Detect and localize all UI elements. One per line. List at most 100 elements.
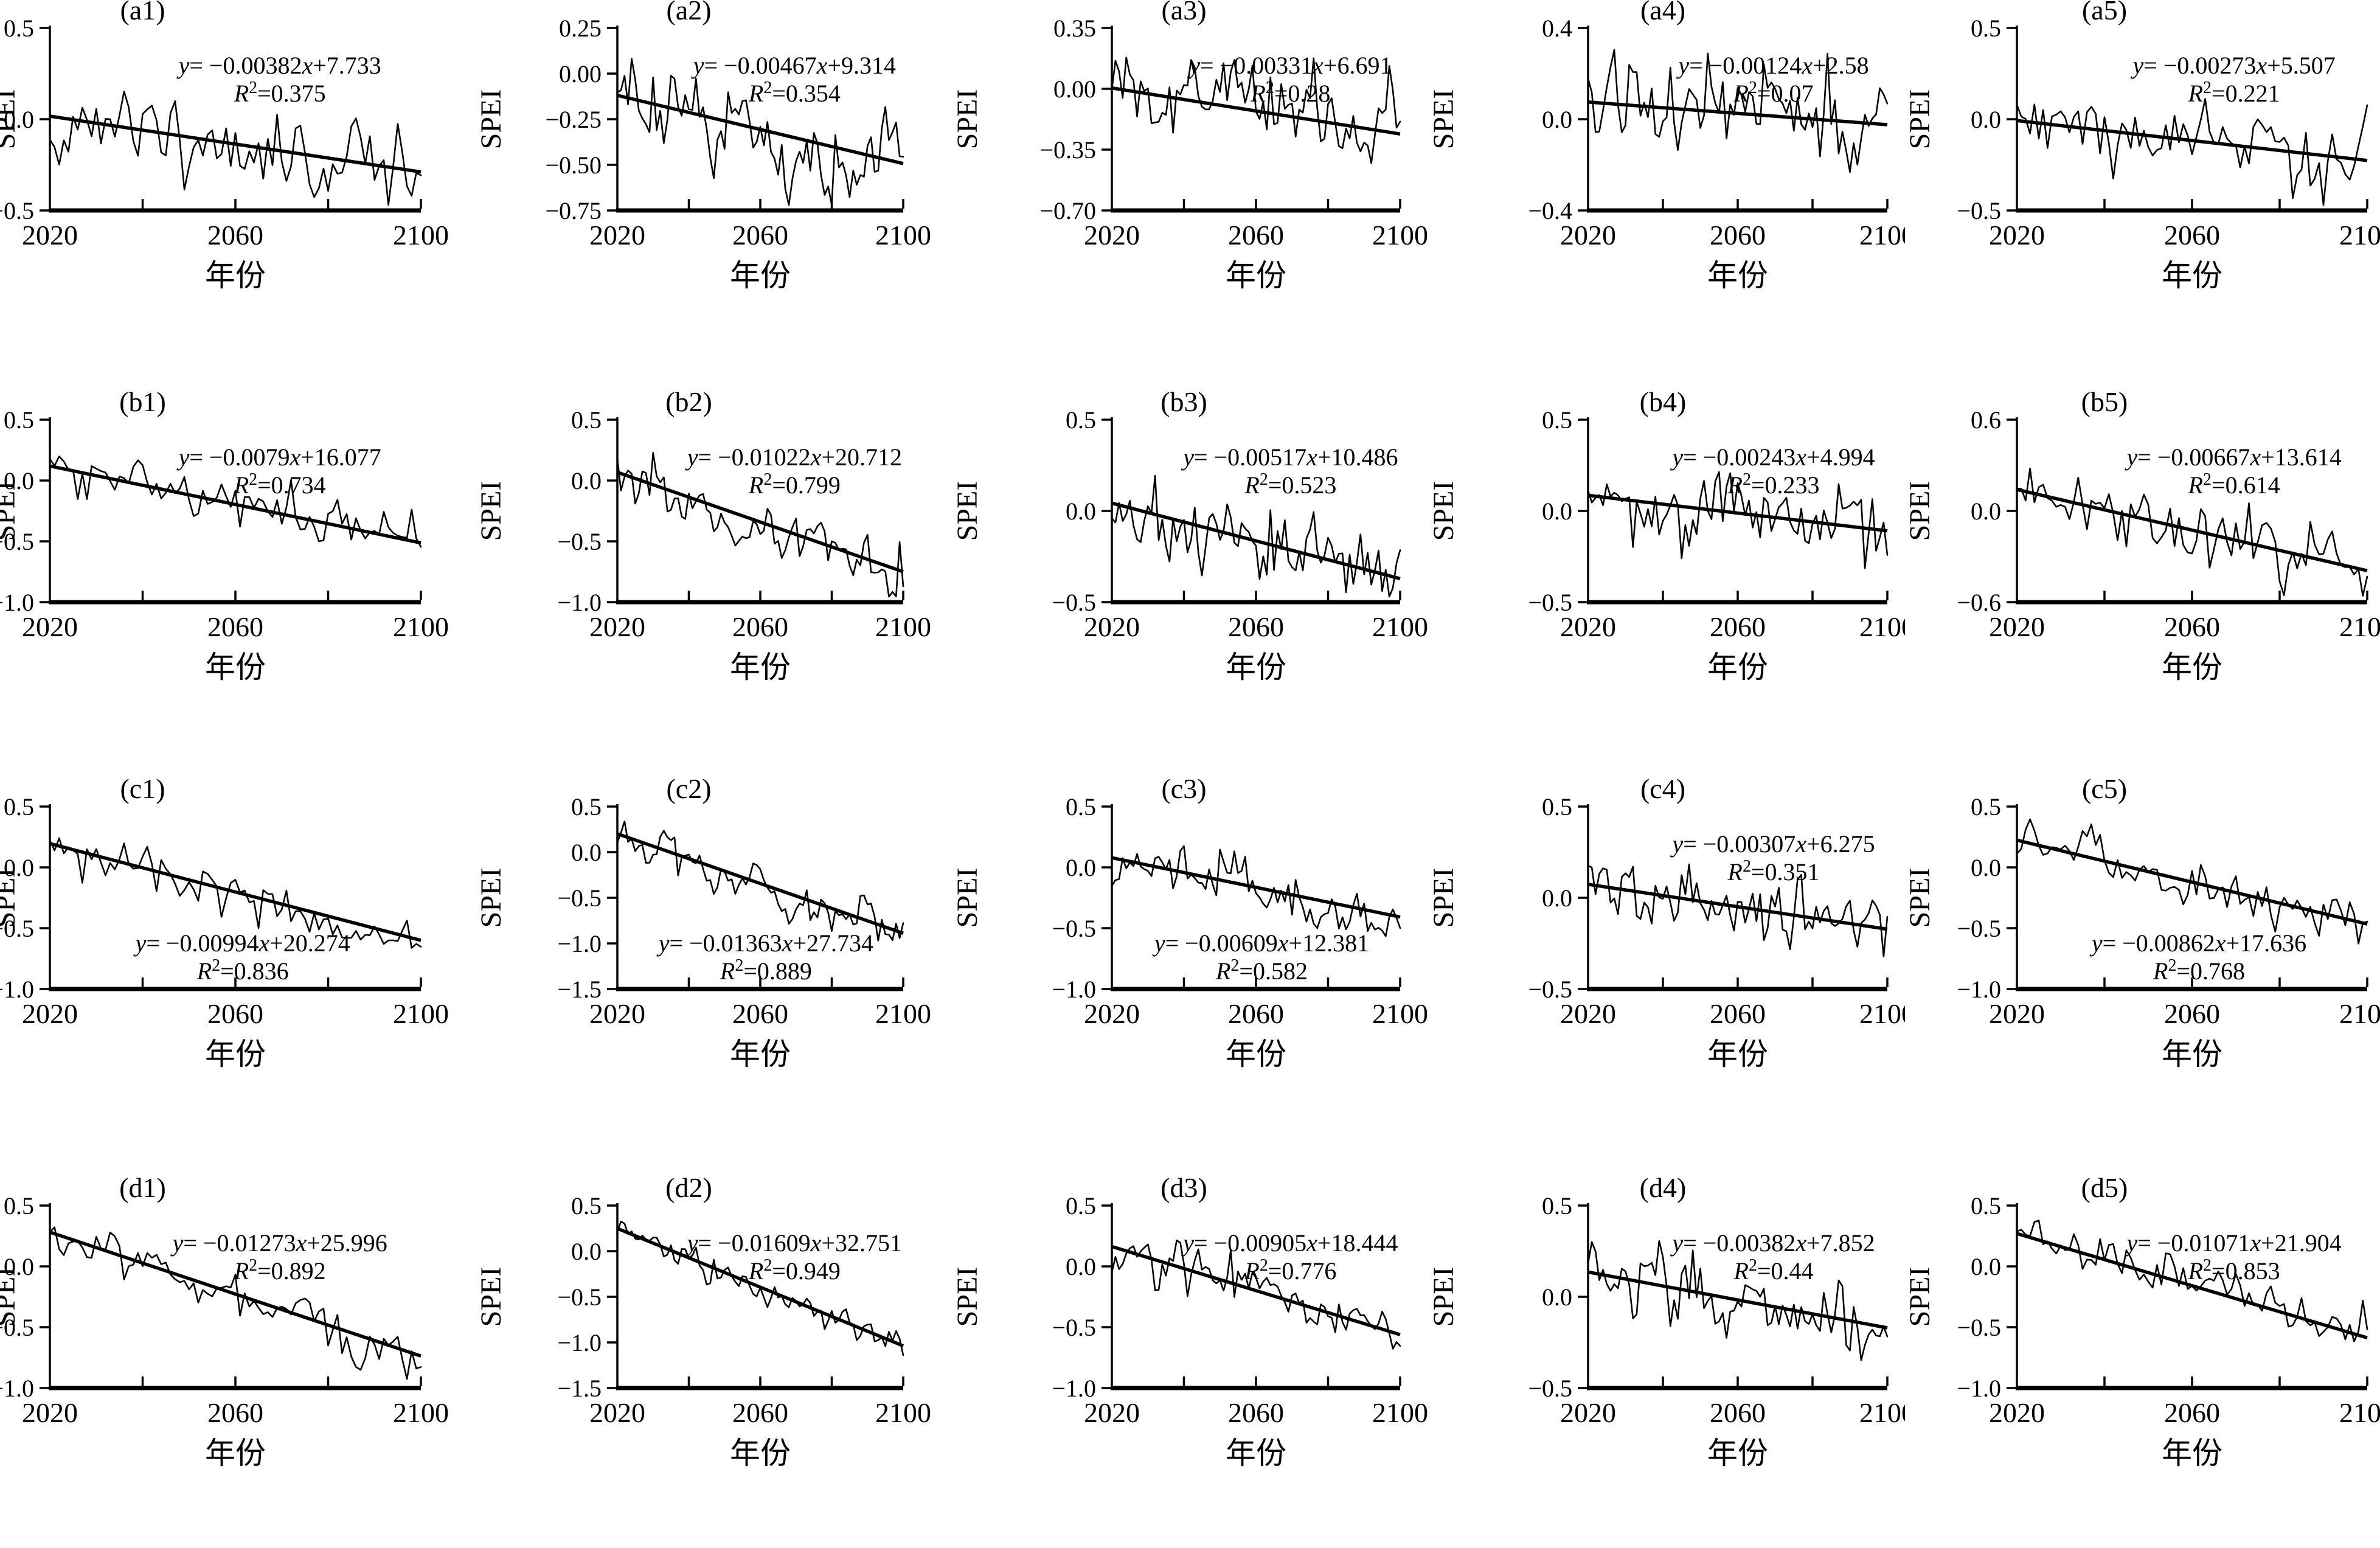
y-tick-label: −0.5: [1052, 589, 1096, 616]
x-tick-label: 2100: [1372, 998, 1428, 1029]
y-tick-label: 0.5: [1066, 793, 1096, 821]
y-tick-label: 0.5: [571, 793, 602, 821]
spei-series-line: [1111, 57, 1401, 164]
x-axis-label: 年份: [205, 259, 266, 293]
y-axis-label: SPEI: [1905, 1267, 1936, 1327]
x-tick-label: 2100: [875, 220, 931, 251]
y-tick-label: −0.5: [1957, 197, 2001, 224]
y-tick-label: −0.5: [1052, 1314, 1096, 1341]
spei-series-line: [1111, 474, 1401, 598]
trend-line: [1111, 501, 1401, 580]
x-tick-label: 2060: [732, 998, 788, 1029]
r-squared: R2=0.853: [2188, 1256, 2280, 1285]
trend-line: [617, 832, 904, 935]
y-tick-label: 0.5: [1066, 406, 1096, 434]
y-tick-label: 0.0: [1542, 498, 1572, 525]
subplot-b2: 0.5 0.0 −0.5 −1.0 2020 2060 2100 年份 SPEI (b2) y= −…: [476, 387, 952, 774]
x-tick-label: 2100: [875, 998, 931, 1029]
y-tick-label: −1.0: [0, 976, 34, 1003]
x-axis-label: 年份: [1226, 259, 1286, 293]
y-tick-label: 0.5: [4, 793, 34, 821]
x-tick-label: 2060: [207, 1397, 263, 1428]
x-tick-label: 2020: [589, 1397, 645, 1428]
x-tick-label: 2020: [589, 220, 645, 251]
x-tick-label: 2060: [732, 611, 788, 642]
y-tick-label: 0.5: [1971, 1192, 2001, 1220]
x-tick-label: 2020: [1989, 220, 2045, 251]
subplot-b3: 0.5 0.0 −0.5 2020 2060 2100 年份 SPEI (b3) y= −0.00…: [952, 387, 1429, 774]
x-tick-label: 2020: [22, 611, 78, 642]
y-tick-label: 0.0: [1066, 1253, 1096, 1280]
r-squared: R2=0.582: [1215, 956, 1308, 985]
y-axis-label: SPEI: [476, 868, 507, 928]
y-axis-label: SPEI: [476, 89, 507, 150]
trend-equation: y= −0.00609x+12.381: [1152, 929, 1369, 957]
x-axis-label: 年份: [2162, 1037, 2222, 1071]
subplot-label: (c2): [666, 774, 711, 804]
subplot-label: (c5): [2082, 774, 2127, 804]
spei-series-line: [616, 821, 904, 942]
trend-equation: y= −0.00994x+20.274: [133, 929, 350, 957]
x-tick-label: 2020: [1989, 998, 2045, 1029]
x-axis-label: 年份: [1707, 259, 1768, 293]
y-tick-label: −1.5: [557, 1375, 602, 1402]
y-tick-label: 0.0: [1971, 854, 2001, 881]
y-tick-label: −1.5: [557, 976, 602, 1003]
y-tick-label: 0.0: [4, 1253, 34, 1280]
trend-equation: y= −0.00517x+10.486: [1181, 443, 1398, 471]
x-tick-label: 2020: [22, 220, 78, 251]
y-axis-label: SPEI: [476, 1267, 507, 1327]
x-axis-label: 年份: [730, 1436, 791, 1470]
y-tick-label: −1.0: [1957, 1375, 2001, 1402]
trend-line: [49, 842, 422, 942]
subplot-a3: 0.35 0.00 −0.35 −0.70 2020 2060 2100 年份 SPEI (a3)…: [952, 0, 1429, 387]
x-tick-label: 2060: [207, 220, 263, 251]
x-axis-label: 年份: [730, 650, 791, 684]
y-tick-label: 0.0: [4, 854, 34, 881]
x-tick-label: 2020: [22, 998, 78, 1029]
y-tick-label: −0.35: [1039, 136, 1096, 164]
x-tick-label: 2020: [1560, 998, 1616, 1029]
r-squared: R2=0.889: [720, 956, 812, 985]
trend-equation: y= −0.01273x+25.996: [170, 1229, 387, 1257]
x-tick-label: 2060: [732, 1397, 788, 1428]
trend-equation: y= −0.00862x+17.636: [2089, 929, 2306, 957]
y-tick-label: −0.25: [545, 106, 602, 133]
x-axis-label: 年份: [730, 259, 791, 293]
y-tick-label: −0.5: [557, 884, 602, 912]
subplot-label: (a2): [666, 0, 711, 26]
y-tick-label: 0.0: [571, 839, 602, 866]
y-tick-label: 0.5: [4, 1192, 34, 1220]
r-squared: R2=0.354: [748, 78, 841, 107]
y-tick-label: 0.0: [1971, 498, 2001, 525]
x-tick-label: 2020: [1084, 220, 1140, 251]
x-tick-label: 2020: [589, 998, 645, 1029]
spei-series-line: [616, 1220, 904, 1356]
trend-equation: y= −0.00905x+18.444: [1181, 1229, 1398, 1257]
subplot-label: (a3): [1161, 0, 1206, 26]
subplot-label: (a5): [2082, 0, 2127, 26]
y-tick-label: −1.0: [557, 1329, 602, 1356]
y-axis-label: SPEI: [0, 1267, 21, 1327]
subplot-label: (c1): [120, 774, 165, 804]
y-tick-label: 0.5: [1542, 793, 1572, 821]
subplot-label: (a1): [120, 0, 165, 26]
spei-series-line: [2016, 818, 2368, 945]
trend-equation: y= −0.00243x+4.994: [1670, 443, 1875, 471]
x-tick-label: 2100: [393, 611, 449, 642]
y-axis-label: SPEI: [952, 868, 984, 928]
spei-series-line: [1111, 845, 1401, 937]
y-tick-label: −1.0: [1052, 976, 1096, 1003]
trend-equation: y= −0.01363x+27.734: [656, 929, 873, 957]
